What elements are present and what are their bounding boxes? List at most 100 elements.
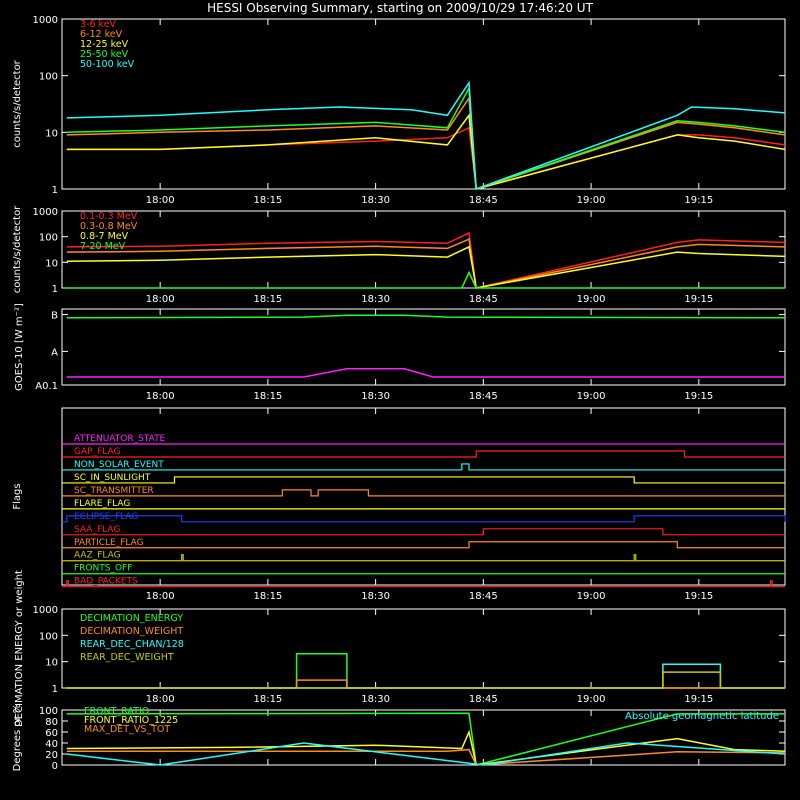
goes-panel: A0.1 A B GOES-10 [W m⁻²] 18:00 18:15 18:30 18:4… bbox=[14, 303, 786, 402]
goes-frame bbox=[61, 308, 786, 386]
geo-frame bbox=[61, 709, 786, 766]
legend-3-6-kev: 3-6 keV bbox=[80, 19, 117, 30]
flag-sc-in-sunlight bbox=[62, 476, 785, 484]
y-tick-label: 1000 bbox=[33, 207, 58, 218]
flag-label-saa-flag: SAA_FLAG bbox=[74, 525, 120, 535]
flag-label-non-solar-event: NON_SOLAR_EVENT bbox=[74, 460, 164, 470]
series-0-1-0-3-mev bbox=[66, 231, 786, 289]
flag-label-eclipse-flag: ECLIPSE_FLAG bbox=[74, 512, 138, 522]
series-0-8-7-mev bbox=[66, 245, 786, 289]
chart-title: HESSI Observing Summary, starting on 200… bbox=[207, 1, 593, 15]
flag-label-attenuator-state: ATTENUATOR_STATE bbox=[74, 434, 166, 444]
y-tick-label: 1 bbox=[52, 185, 58, 196]
series-0-3-0-8-mev bbox=[66, 238, 786, 289]
legend-decimation-weight: DECIMATION_WEIGHT bbox=[80, 626, 183, 637]
y-tick-label: 20 bbox=[45, 750, 58, 761]
flags-panel: Flags 18:00 18:15 18:30 18:45 19:00 19:15 ATTEN… bbox=[12, 407, 786, 602]
x-tick-label: 18:15 bbox=[253, 195, 282, 206]
x-tick-label: 18:30 bbox=[361, 391, 390, 402]
x-tick-label: 18:00 bbox=[146, 294, 175, 305]
legend-0-1-0-3-mev: 0.1-0.3 MeV bbox=[80, 211, 138, 222]
flag-label-gap-flag: GAP_FLAG bbox=[74, 447, 120, 457]
x-tick-label: 19:15 bbox=[684, 195, 713, 206]
x-tick-label: 18:15 bbox=[253, 391, 282, 402]
flag-label-aaz-flag: AAZ_FLAG bbox=[74, 551, 121, 561]
x-tick-label: 18:45 bbox=[469, 195, 498, 206]
x-tick-label: 19:00 bbox=[577, 694, 606, 705]
x-tick-label: 19:15 bbox=[684, 391, 713, 402]
y-tick-label: 60 bbox=[45, 728, 58, 739]
series-3-6-kev bbox=[66, 126, 786, 190]
legend-25-50-kev: 25-50 keV bbox=[80, 49, 129, 60]
legend-max-det-vs-tot: MAX_DET_VS_TOT bbox=[84, 724, 170, 735]
x-tick-label: 18:30 bbox=[361, 694, 390, 705]
series-max-det-vs-tot bbox=[66, 748, 786, 766]
y-tick-label: 1000 bbox=[33, 605, 58, 616]
legend-6-12-kev: 6-12 keV bbox=[80, 29, 123, 40]
legend-front-ratio-1225: FRONT_RATIO_1225 bbox=[84, 715, 178, 726]
geo-ylabel: Degrees or % bbox=[12, 704, 23, 772]
x-tick-label: 18:15 bbox=[253, 694, 282, 705]
y-tick-label: 100 bbox=[39, 631, 58, 642]
flag-gap-flag bbox=[62, 450, 785, 458]
decimation-ylabel: DECIMATION ENERGY or weight bbox=[14, 570, 25, 727]
x-tick-label: 18:15 bbox=[253, 591, 282, 602]
flag-label-flare-flag: FLARE_FLAG bbox=[74, 499, 130, 509]
y-tick-label: 0 bbox=[52, 761, 58, 772]
y-tick-label: A0.1 bbox=[35, 381, 58, 392]
series-50-100-kev bbox=[66, 80, 786, 191]
high-energy-frame bbox=[61, 210, 786, 289]
x-tick-label: 19:15 bbox=[684, 294, 713, 305]
x-tick-label: 19:00 bbox=[577, 591, 606, 602]
legend-rear-dec-weight: REAR_DEC_WEIGHT bbox=[80, 652, 174, 663]
y-tick-label: 10 bbox=[45, 258, 58, 269]
series-decimation-weight bbox=[66, 679, 785, 689]
decimation-panel: 1 10 100 1000 DECIMATION ENERGY or weight 18:… bbox=[14, 570, 786, 727]
series-rear-dec-weight bbox=[66, 671, 785, 689]
x-tick-label: 18:00 bbox=[146, 694, 175, 705]
legend-0-3-0-8-mev: 0.3-0.8 MeV bbox=[80, 221, 138, 232]
flag-label-sc-transmitter: SC_TRANSMITTER bbox=[74, 486, 154, 496]
high-energy-panel: 1 10 100 1000 counts/s/detector 18:00 18:15 18:… bbox=[12, 205, 786, 305]
geo-annotation: Absolute geomagnetic latitude bbox=[625, 711, 779, 722]
x-tick-label: 19:00 bbox=[577, 391, 606, 402]
series-absolute-geomagnetic-latitude bbox=[66, 742, 786, 766]
series-12-25-kev bbox=[66, 113, 786, 190]
flag-label-fronts-off: FRONTS_OFF bbox=[74, 564, 132, 574]
y-tick-label: 10 bbox=[45, 658, 58, 669]
y-tick-label: A bbox=[51, 347, 58, 358]
x-tick-label: 19:15 bbox=[684, 591, 713, 602]
series-front-ratio-1225 bbox=[66, 729, 786, 766]
legend-front-ratio: FRONT_RATIO bbox=[84, 706, 149, 717]
legend-7-20-mev: 7-20 MeV bbox=[80, 241, 126, 252]
flag-saa-flag bbox=[62, 528, 785, 536]
flag-label-particle-flag: PARTICLE_FLAG bbox=[74, 538, 144, 548]
legend-decimation-energy: DECIMATION_ENERGY bbox=[80, 613, 183, 624]
y-tick-label: 40 bbox=[45, 739, 58, 750]
x-tick-label: 18:00 bbox=[146, 591, 175, 602]
legend-12-25-kev: 12-25 keV bbox=[80, 39, 129, 50]
y-tick-label: B bbox=[51, 311, 58, 322]
x-tick-label: 18:45 bbox=[469, 294, 498, 305]
y-tick-label: 1000 bbox=[33, 15, 58, 26]
x-tick-label: 18:30 bbox=[361, 294, 390, 305]
x-tick-label: 18:45 bbox=[469, 694, 498, 705]
y-tick-label: 100 bbox=[39, 233, 58, 244]
low-energy-panel: 1 10 100 1000 counts/s/detector 18:00 18:15 18:… bbox=[12, 15, 786, 206]
x-tick-label: 18:00 bbox=[146, 391, 175, 402]
flag-bad-packets bbox=[62, 580, 785, 588]
series-rear-dec-chan-128 bbox=[66, 663, 785, 689]
x-tick-label: 19:15 bbox=[684, 694, 713, 705]
x-tick-label: 18:15 bbox=[253, 294, 282, 305]
flag-label-sc-in-sunlight: SC_IN_SUNLIGHT bbox=[74, 473, 151, 483]
x-tick-label: 18:45 bbox=[469, 591, 498, 602]
y-tick-label: 100 bbox=[39, 706, 58, 717]
series-goes-high bbox=[66, 314, 786, 319]
low-energy-ylabel: counts/s/detector bbox=[12, 59, 23, 147]
x-tick-label: 19:00 bbox=[577, 294, 606, 305]
flag-non-solar-event bbox=[62, 463, 785, 471]
flag-sc-transmitter bbox=[62, 489, 785, 497]
y-tick-label: 10 bbox=[45, 128, 58, 139]
